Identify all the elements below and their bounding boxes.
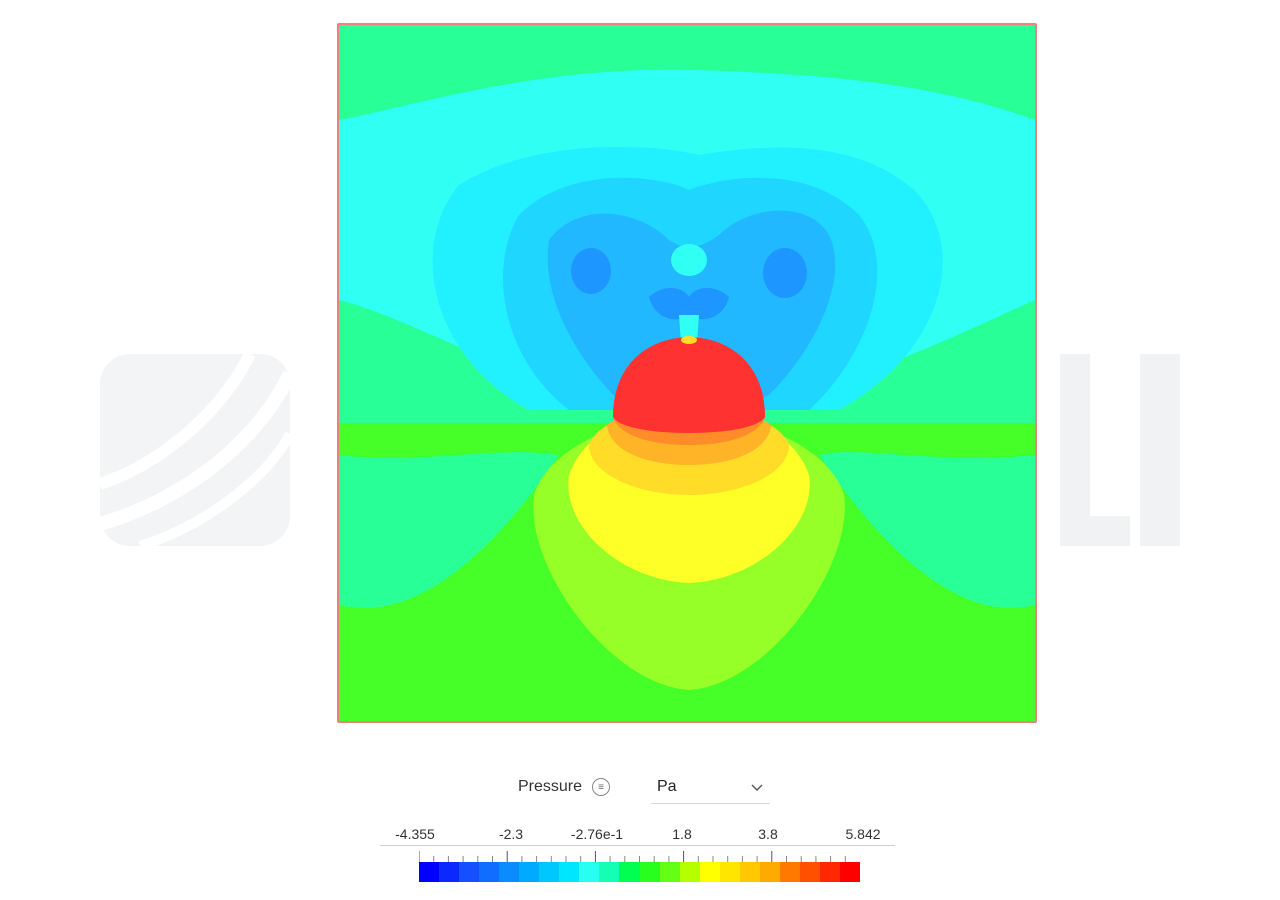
legend-header: Pressure ≡ [518, 772, 611, 802]
watermark-badge [100, 354, 290, 546]
colorbar-segment [599, 862, 620, 882]
colorbar-segment [779, 862, 800, 882]
colorbar-ticks [419, 851, 846, 862]
colorbar-tick-label: 3.8 [758, 826, 778, 842]
tick-label-underline [380, 845, 895, 846]
colorbar-segment [479, 862, 500, 882]
colorbar-segment [539, 862, 560, 882]
contour-band-deep [649, 287, 729, 320]
unit-value: Pa [657, 777, 677, 795]
colorbar-segment [679, 862, 700, 882]
colorbar-segment [459, 862, 480, 882]
colorbar-segment [559, 862, 580, 882]
contour-band-top [339, 423, 1035, 609]
unit-dropdown[interactable]: Pa [651, 770, 770, 804]
colorbar-tick-label: -2.3 [498, 826, 524, 842]
colorbar-segment [719, 862, 740, 882]
contour-band-deep [763, 248, 807, 298]
colorbar-segment [419, 862, 440, 882]
colorbar [419, 862, 861, 882]
watermark-letter [1140, 354, 1180, 546]
colorbar-tick-labels: -4.355 -2.3 -2.76e-1 1.8 3.8 5.842 [380, 826, 895, 848]
contour-band-gold [681, 336, 697, 344]
pressure-contour-plot[interactable] [339, 25, 1035, 721]
contour-band-cyan [671, 244, 707, 276]
chevron-down-icon [751, 784, 763, 791]
contour-band-deep [571, 248, 611, 294]
colorbar-segment [499, 862, 520, 882]
contour-cap-red [613, 337, 765, 433]
watermark-swoosh [138, 431, 295, 546]
colorbar-segment [819, 862, 840, 882]
watermark-letter [1060, 516, 1130, 546]
watermark-swoosh [100, 354, 256, 490]
colorbar-segment [759, 862, 780, 882]
colorbar-segment [639, 862, 660, 882]
watermark-letter [1060, 354, 1090, 546]
colorbar-tick-label: 1.8 [672, 826, 692, 842]
colorbar-tick-label: -4.355 [395, 826, 435, 842]
colorbar-segment [519, 862, 540, 882]
colorbar-tick-label: 5.842 [845, 826, 881, 842]
field-name-label: Pressure [518, 778, 583, 795]
colorbar-segment [839, 862, 861, 882]
colorbar-segment [739, 862, 760, 882]
colorbar-segment [439, 862, 460, 882]
colorbar-segment [579, 862, 600, 882]
colorbar-segment [659, 862, 680, 882]
colorbar-segment [799, 862, 820, 882]
contour-band-sky [679, 315, 699, 343]
colorbar-segment [699, 862, 720, 882]
simulation-viewport[interactable] [337, 23, 1037, 723]
list-icon[interactable]: ≡ [592, 778, 611, 796]
colorbar-segment [619, 862, 640, 882]
colorbar-tick-label: -2.76e-1 [570, 826, 624, 842]
watermark-swoosh [100, 370, 297, 531]
